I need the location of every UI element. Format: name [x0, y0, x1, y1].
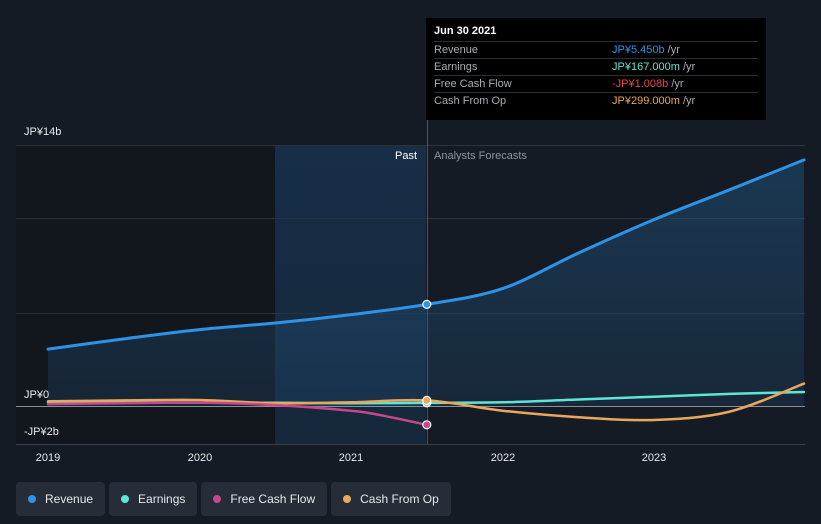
legend-item-cash-from-op[interactable]: Cash From Op: [331, 482, 451, 516]
tooltip-value: -JP¥1.008b /yr: [612, 78, 684, 90]
revenue-marker: [422, 299, 432, 309]
tooltip-value: JP¥299.000m /yr: [612, 95, 696, 107]
cash-from-op-dot-icon: [343, 495, 352, 503]
tooltip-date: Jun 30 2021: [434, 25, 497, 37]
hover-markers: [422, 299, 432, 430]
legend-label: Free Cash Flow: [230, 492, 316, 506]
legend-item-revenue[interactable]: Revenue: [16, 482, 106, 516]
x-tick-2020: 2020: [187, 452, 213, 464]
tooltip-row-cash-from-op: Cash From Op JP¥299.000m /yr: [434, 92, 758, 110]
revenue-dot-icon: [28, 495, 36, 503]
cash-from-op-marker: [422, 395, 432, 405]
y-label-zero: JP¥0: [24, 389, 50, 401]
tooltip: Jun 30 2021 Revenue JP¥5.450b /yr Earnin…: [426, 18, 766, 120]
tooltip-value: JP¥167.000m /yr: [612, 61, 696, 73]
tooltip-label: Revenue: [434, 44, 479, 56]
y-label-top: JP¥14b: [24, 126, 62, 138]
forecast-label: Analysts Forecasts: [434, 150, 527, 162]
y-label-bottom: -JP¥2b: [24, 426, 59, 438]
revenue-area: [48, 159, 804, 406]
legend-label: Earnings: [138, 492, 186, 506]
tooltip-label: Earnings: [434, 61, 478, 73]
x-tick-2019: 2019: [35, 452, 61, 464]
tooltip-row-earnings: Earnings JP¥167.000m /yr: [434, 58, 758, 76]
tooltip-value: JP¥5.450b /yr: [612, 44, 680, 56]
tooltip-row-free-cash-flow: Free Cash Flow -JP¥1.008b /yr: [434, 75, 758, 93]
earnings-dot-icon: [121, 495, 130, 503]
free-cash-flow-marker: [422, 420, 432, 430]
legend-label: Cash From Op: [360, 492, 439, 506]
past-label: Past: [395, 150, 418, 162]
free-cash-flow-line: [46, 401, 429, 427]
x-tick-2022: 2022: [490, 452, 516, 464]
free-cash-flow-dot-icon: [213, 495, 222, 503]
legend-item-free-cash-flow[interactable]: Free Cash Flow: [201, 482, 328, 516]
x-tick-2023: 2023: [641, 452, 667, 464]
tooltip-label: Cash From Op: [434, 95, 507, 107]
tooltip-row-revenue: Revenue JP¥5.450b /yr: [434, 41, 758, 59]
legend-label: Revenue: [45, 492, 94, 506]
x-tick-2021: 2021: [338, 452, 364, 464]
legend-item-earnings[interactable]: Earnings: [109, 482, 198, 516]
legend: Revenue Earnings Free Cash Flow Cash Fro…: [16, 482, 451, 516]
tooltip-label: Free Cash Flow: [434, 78, 512, 90]
